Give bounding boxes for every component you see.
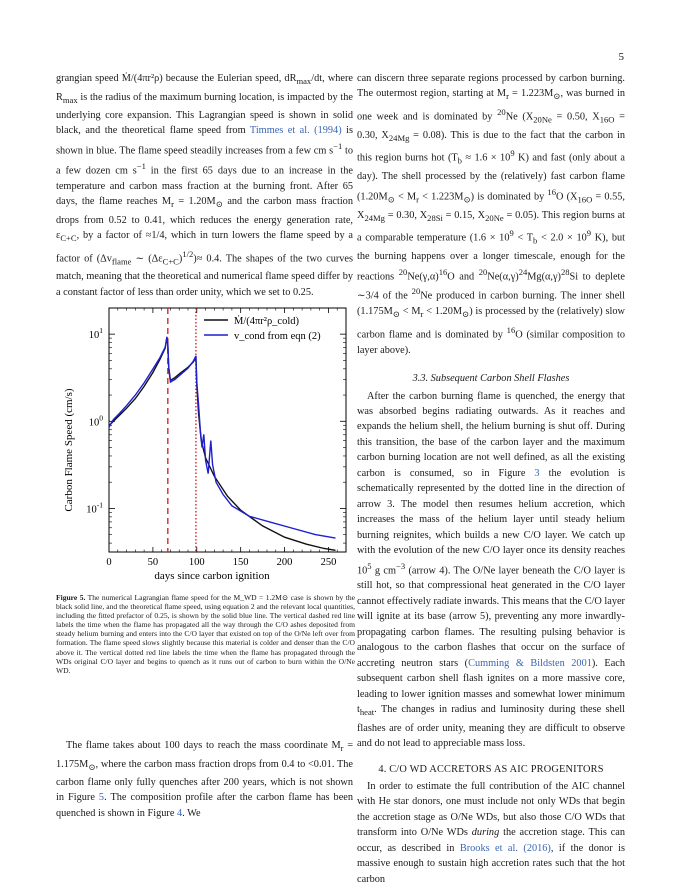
x-tick-label: 50 bbox=[148, 557, 159, 568]
page-number: 5 bbox=[618, 51, 625, 63]
y-tick-label: 10-1 bbox=[86, 500, 103, 515]
figure-ref-link[interactable]: 4 bbox=[176, 807, 183, 819]
paragraph-flame-quench: The flame takes about 100 days to reach … bbox=[56, 740, 353, 819]
series-line-numerical bbox=[108, 337, 336, 551]
legend-label: v_cond from eqn (2) bbox=[234, 331, 321, 342]
paragraph-shell-flashes: After the carbon burning flame is quench… bbox=[357, 390, 625, 750]
y-axis-label: Carbon Flame Speed (cm/s) bbox=[63, 388, 75, 511]
section-heading-3-3: 3.3. Subsequent Carbon Shell Flashes bbox=[412, 373, 570, 385]
x-tick-label: 250 bbox=[321, 557, 337, 568]
paragraph-flame-speed: grangian speed Ṁ/(4πr²ρ) because the Eul… bbox=[56, 73, 354, 298]
plot-frame bbox=[108, 307, 347, 553]
legend-label: Ṁ/(4πr²ρ_cold) bbox=[234, 315, 300, 327]
y-tick-label: 101 bbox=[89, 326, 104, 341]
citation-link[interactable]: Brooks et al. (2016) bbox=[459, 842, 551, 854]
figure-ref-link[interactable]: 3 bbox=[534, 467, 540, 479]
x-tick-label: 0 bbox=[106, 557, 111, 568]
right-column: can discern three separate regions proce… bbox=[357, 71, 625, 887]
paragraph-aic-channel: In order to estimate the full contributi… bbox=[357, 780, 625, 885]
flame-speed-chart: Carbon Flame Speed (cm/s) days since car… bbox=[63, 307, 347, 582]
x-tick-label: 150 bbox=[233, 557, 249, 568]
paragraph-burning-regions: can discern three separate regions proce… bbox=[357, 73, 626, 356]
x-tick-label: 100 bbox=[189, 557, 205, 568]
figure-ref-link[interactable]: 5 bbox=[98, 792, 105, 804]
series-line-theoretical bbox=[108, 336, 336, 539]
citation-link[interactable]: Timmes et al. (1994) bbox=[249, 125, 342, 137]
figure-caption: Figure 5. The numerical Lagrangian flame… bbox=[56, 593, 355, 675]
x-axis-label: days since carbon ignition bbox=[154, 570, 270, 582]
x-tick-label: 200 bbox=[277, 557, 293, 568]
citation-link[interactable]: Cumming & Bildsten 2001 bbox=[468, 657, 592, 669]
y-tick-label: 100 bbox=[89, 413, 104, 428]
section-heading-4: 4. C/O WD ACCRETORS AS AIC PROGENITORS bbox=[378, 764, 604, 776]
